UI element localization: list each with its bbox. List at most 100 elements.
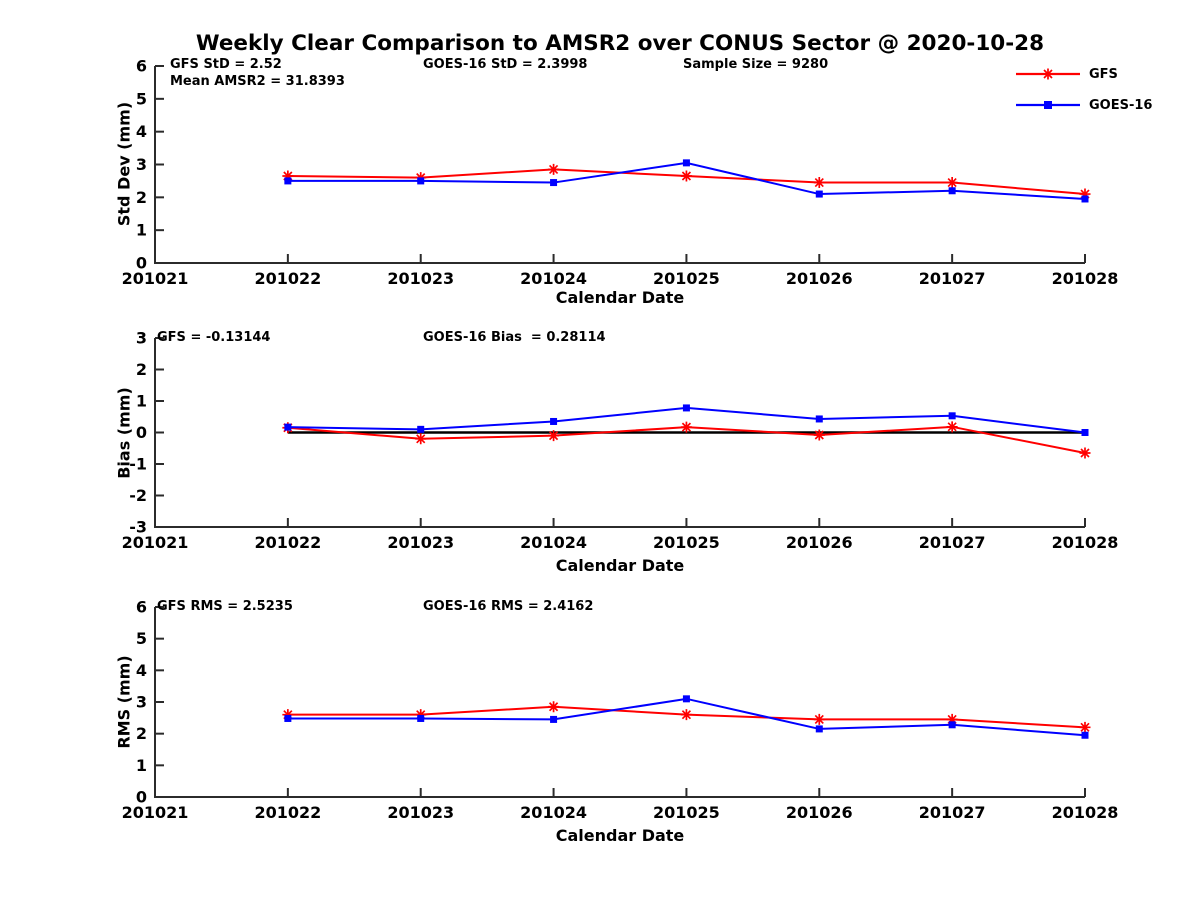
y-tick-label: 0 xyxy=(136,254,147,273)
square-marker-icon xyxy=(1081,195,1089,203)
rms-goes16-stat: GOES-16 RMS = 2.4162 xyxy=(423,599,594,614)
square-marker-icon xyxy=(417,425,425,433)
x-tick-label: 201026 xyxy=(786,533,853,552)
x-tick-label: 201028 xyxy=(1052,533,1119,552)
x-tick-label: 201024 xyxy=(520,269,587,288)
y-tick-label: 1 xyxy=(136,756,147,775)
y-tick-label: 2 xyxy=(136,724,147,743)
x-tick-label: 201021 xyxy=(122,803,189,822)
square-marker-icon xyxy=(550,179,558,187)
stddev-goes16-stat: GOES-16 StD = 2.3998 xyxy=(423,57,588,72)
square-marker-icon xyxy=(284,177,292,185)
rms-y-axis-label: RMS (mm) xyxy=(114,655,134,749)
asterisk-marker-icon xyxy=(813,177,825,189)
x-tick-label: 201023 xyxy=(387,269,454,288)
x-tick-label: 201025 xyxy=(653,803,720,822)
x-tick-label: 201027 xyxy=(919,803,986,822)
asterisk-marker-icon xyxy=(680,421,692,433)
std-dev-panel-axes xyxy=(154,66,1085,264)
x-tick-label: 201027 xyxy=(919,533,986,552)
rms-panel-axes xyxy=(154,607,1085,798)
square-marker-icon xyxy=(682,404,690,412)
asterisk-marker-icon xyxy=(813,713,825,725)
y-tick-label: -1 xyxy=(129,455,147,474)
y-tick-label: 4 xyxy=(136,661,147,680)
asterisk-marker-icon xyxy=(282,170,294,182)
stddev-y-axis-label: Std Dev (mm) xyxy=(114,101,134,227)
x-tick-label: 201025 xyxy=(653,269,720,288)
mean-amsr2-stat: Mean AMSR2 = 31.8393 xyxy=(170,74,345,89)
y-tick-label: 6 xyxy=(136,598,147,617)
x-tick-label: 201023 xyxy=(387,803,454,822)
y-tick-label: 2 xyxy=(136,188,147,207)
square-marker-icon xyxy=(815,415,823,423)
y-tick-label: 5 xyxy=(136,629,147,648)
bias-x-axis-label: Calendar Date xyxy=(555,556,685,575)
asterisk-marker-icon xyxy=(946,713,958,725)
x-tick-label: 201028 xyxy=(1052,803,1119,822)
bias-goes16-stat: GOES-16 Bias = 0.28114 xyxy=(423,330,606,345)
x-tick-label: 201021 xyxy=(122,533,189,552)
asterisk-marker-icon xyxy=(680,709,692,721)
y-tick-label: 0 xyxy=(136,423,147,442)
stddev-gfs-stat: GFS StD = 2.52 xyxy=(170,57,282,72)
asterisk-marker-icon xyxy=(946,177,958,189)
x-tick-label: 201026 xyxy=(786,803,853,822)
stddev-x-axis-label: Calendar Date xyxy=(555,288,685,307)
asterisk-marker-icon xyxy=(282,709,294,721)
square-marker-icon xyxy=(1081,429,1089,436)
square-marker-icon xyxy=(948,187,956,195)
square-marker-icon xyxy=(948,721,956,729)
sample-size-stat: Sample Size = 9280 xyxy=(683,57,829,72)
asterisk-marker-icon xyxy=(1079,721,1091,733)
y-tick-label: 3 xyxy=(136,329,147,348)
y-tick-label: 3 xyxy=(136,693,147,712)
y-tick-label: 5 xyxy=(136,89,147,108)
rms-x-axis-label: Calendar Date xyxy=(555,826,685,845)
bias-y-axis-label: Bias (mm) xyxy=(114,387,134,479)
square-marker-icon xyxy=(417,714,425,722)
figure-title: Weekly Clear Comparison to AMSR2 over CO… xyxy=(195,31,1045,56)
square-marker-icon xyxy=(550,715,558,723)
square-marker-icon xyxy=(417,177,425,185)
asterisk-marker-icon xyxy=(946,421,958,433)
asterisk-marker-icon xyxy=(1079,188,1091,200)
y-tick-label: 0 xyxy=(136,788,147,807)
x-tick-label: 201023 xyxy=(387,533,454,552)
square-marker-icon xyxy=(550,417,558,425)
x-tick-label: 201022 xyxy=(254,533,321,552)
x-tick-label: 201024 xyxy=(520,533,587,552)
asterisk-marker-icon xyxy=(548,701,560,713)
square-marker-icon xyxy=(284,423,292,431)
square-marker-icon xyxy=(682,159,690,167)
y-tick-label: 3 xyxy=(136,155,147,174)
square-marker-icon xyxy=(815,190,823,198)
x-tick-label: 201024 xyxy=(520,803,587,822)
x-tick-label: 201022 xyxy=(254,803,321,822)
y-tick-label: 1 xyxy=(136,221,147,240)
y-tick-label: 4 xyxy=(136,122,147,141)
asterisk-marker-icon xyxy=(548,430,560,442)
bias-gfs-stat: GFS = -0.13144 xyxy=(157,330,271,345)
rms-gfs-stat: GFS RMS = 2.5235 xyxy=(157,599,293,614)
square-marker-icon xyxy=(948,412,956,420)
x-tick-label: 201025 xyxy=(653,533,720,552)
y-tick-label: 6 xyxy=(136,57,147,76)
y-tick-label: -3 xyxy=(129,518,147,537)
asterisk-marker-icon xyxy=(415,709,427,721)
x-tick-label: 201021 xyxy=(122,269,189,288)
x-tick-label: 201022 xyxy=(254,269,321,288)
y-tick-label: 2 xyxy=(136,360,147,379)
x-tick-label: 201028 xyxy=(1052,269,1119,288)
square-marker-icon xyxy=(815,725,823,733)
asterisk-marker-icon xyxy=(548,163,560,175)
asterisk-marker-icon xyxy=(415,433,427,445)
square-marker-icon xyxy=(1081,731,1089,739)
square-marker-icon xyxy=(284,714,292,722)
x-tick-label: 201027 xyxy=(919,269,986,288)
asterisk-marker-icon xyxy=(813,429,825,441)
asterisk-marker-icon xyxy=(680,170,692,182)
square-marker-icon xyxy=(682,695,690,703)
